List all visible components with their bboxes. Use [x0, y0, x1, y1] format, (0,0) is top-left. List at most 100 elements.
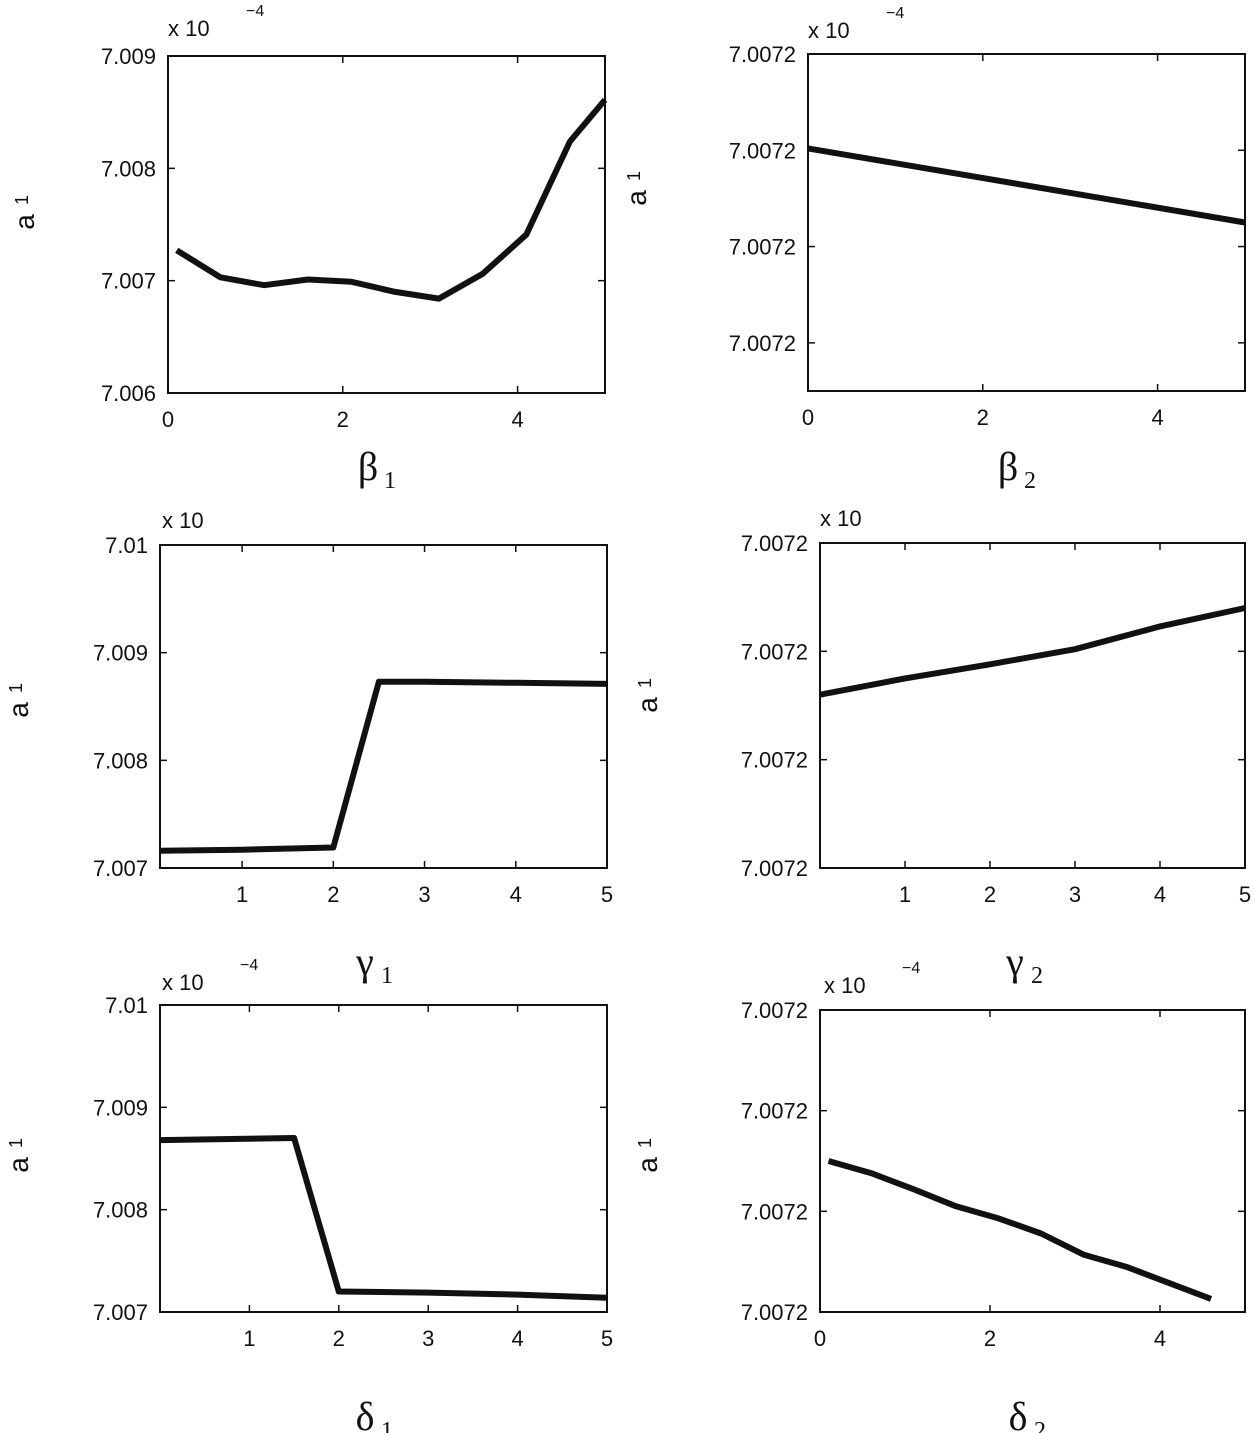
x-tick-label: 4	[511, 1326, 523, 1351]
x-tick-label: 5	[601, 1326, 613, 1351]
series-line	[807, 145, 1246, 226]
chart-panel-2: 0 2 4 7.0072 7.0072 7.0072 7.0072 x 10 −4 a 1 β 2	[621, 5, 1246, 494]
plot-frame	[159, 544, 608, 869]
y-axis-label: a	[632, 1157, 663, 1173]
x-tick-label: 2	[337, 407, 349, 432]
x-tick-label: 3	[422, 1326, 434, 1351]
x-axis-label: γ	[355, 939, 374, 984]
axis-multiplier: x 10	[162, 970, 204, 995]
y-tick-label: 7.007	[101, 269, 156, 294]
x-tick-label: 2	[984, 882, 996, 907]
x-tick-label: 4	[1154, 1326, 1166, 1351]
x-tick-label: 4	[1154, 882, 1166, 907]
y-tick-label: 7.0072	[741, 639, 808, 664]
plot-frame	[819, 542, 1246, 869]
y-tick-label: 7.0072	[741, 1099, 808, 1124]
x-axis-label: γ	[1005, 939, 1024, 984]
axis-multiplier-exponent: −4	[240, 957, 258, 974]
x-axis-label: δ	[1009, 1394, 1028, 1433]
y-axis-label: a	[3, 702, 34, 718]
x-tick-label: 5	[1239, 882, 1251, 907]
y-axis-label-subscript: 1	[624, 171, 644, 181]
y-tick-label: 7.0072	[729, 42, 796, 67]
axis-multiplier: x 10	[808, 18, 850, 43]
x-tick-label: 2	[333, 1326, 345, 1351]
y-tick-label: 7.0072	[741, 531, 808, 556]
y-axis-label: a	[9, 214, 40, 230]
axis-multiplier-exponent: −4	[886, 5, 904, 22]
x-axis-label-subscript: 1	[381, 963, 393, 989]
y-axis-label-subscript: 1	[6, 1138, 26, 1148]
x-axis-label-subscript: 1	[381, 1418, 393, 1433]
x-tick-label: 4	[511, 407, 523, 432]
y-tick-label: 7.0072	[741, 998, 808, 1023]
series-line	[159, 678, 608, 854]
x-tick-label: 1	[236, 882, 248, 907]
y-tick-label: 7.0072	[741, 856, 808, 881]
y-axis-label-subscript: 1	[635, 678, 655, 688]
y-tick-label: 7.008	[93, 748, 148, 773]
plot-frame	[167, 55, 606, 394]
y-axis-label: a	[3, 1157, 34, 1173]
x-tick-label: 4	[510, 882, 522, 907]
y-tick-label: 7.007	[93, 856, 148, 881]
plot-frame	[819, 1009, 1246, 1313]
y-tick-label: 7.0072	[729, 331, 796, 356]
y-axis-label-subscript: 1	[6, 683, 26, 693]
axis-multiplier: x 10	[820, 506, 862, 531]
x-axis-label: β	[998, 444, 1018, 489]
x-tick-label: 2	[327, 882, 339, 907]
x-tick-label: 2	[977, 405, 989, 430]
y-tick-label: 7.008	[93, 1198, 148, 1223]
y-axis-label: a	[621, 190, 652, 206]
y-tick-label: 7.008	[101, 156, 156, 181]
x-tick-label: 2	[984, 1326, 996, 1351]
plot-frame	[807, 53, 1246, 392]
x-tick-label: 0	[814, 1326, 826, 1351]
y-tick-label: 7.0072	[741, 1199, 808, 1224]
x-tick-label: 3	[1069, 882, 1081, 907]
x-tick-label: 0	[162, 407, 174, 432]
y-axis-label-subscript: 1	[635, 1138, 655, 1148]
x-axis-label-subscript: 2	[1034, 1418, 1046, 1433]
axis-multiplier-exponent: −4	[246, 3, 264, 20]
x-axis-label-subscript: 2	[1024, 468, 1036, 494]
axis-multiplier-exponent: −4	[902, 960, 920, 977]
y-tick-label: 7.009	[93, 1095, 148, 1120]
series-line	[827, 1158, 1213, 1302]
x-axis-label: β	[358, 444, 378, 489]
y-tick-label: 7.009	[101, 44, 156, 69]
axis-multiplier: x 10	[168, 16, 210, 41]
y-tick-label: 7.0072	[729, 235, 796, 260]
plot-frame	[159, 1004, 608, 1313]
y-tick-label: 7.0072	[741, 748, 808, 773]
x-tick-label: 5	[601, 882, 613, 907]
y-tick-label: 7.006	[101, 381, 156, 406]
series-line	[159, 1135, 608, 1301]
y-tick-label: 7.0072	[729, 138, 796, 163]
y-tick-label: 7.009	[93, 641, 148, 666]
x-tick-label: 0	[802, 405, 814, 430]
x-tick-label: 3	[418, 882, 430, 907]
x-axis-label-subscript: 2	[1031, 963, 1043, 989]
y-tick-label: 7.01	[105, 993, 148, 1018]
x-tick-label: 4	[1151, 405, 1163, 430]
axis-multiplier: x 10	[824, 973, 866, 998]
y-tick-label: 7.007	[93, 1300, 148, 1325]
x-axis-label-subscript: 1	[384, 468, 396, 494]
y-tick-label: 7.0072	[741, 1300, 808, 1325]
x-axis-label: δ	[356, 1394, 375, 1433]
series-line	[819, 605, 1246, 698]
y-axis-label: a	[632, 697, 663, 713]
y-axis-label-subscript: 1	[12, 195, 32, 205]
y-tick-label: 7.01	[105, 533, 148, 558]
x-tick-label: 1	[899, 882, 911, 907]
x-tick-label: 1	[243, 1326, 255, 1351]
series-line	[175, 97, 608, 302]
